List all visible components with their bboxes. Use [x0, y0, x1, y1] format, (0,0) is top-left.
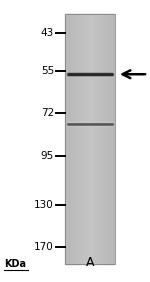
Bar	[65, 14, 115, 264]
Text: 130: 130	[34, 200, 54, 210]
Text: 72: 72	[41, 108, 54, 118]
Text: 170: 170	[34, 242, 54, 252]
Text: 95: 95	[41, 151, 54, 161]
Text: KDa: KDa	[4, 259, 26, 269]
Text: 55: 55	[41, 67, 54, 76]
Text: A: A	[86, 256, 94, 269]
Text: 43: 43	[41, 28, 54, 38]
